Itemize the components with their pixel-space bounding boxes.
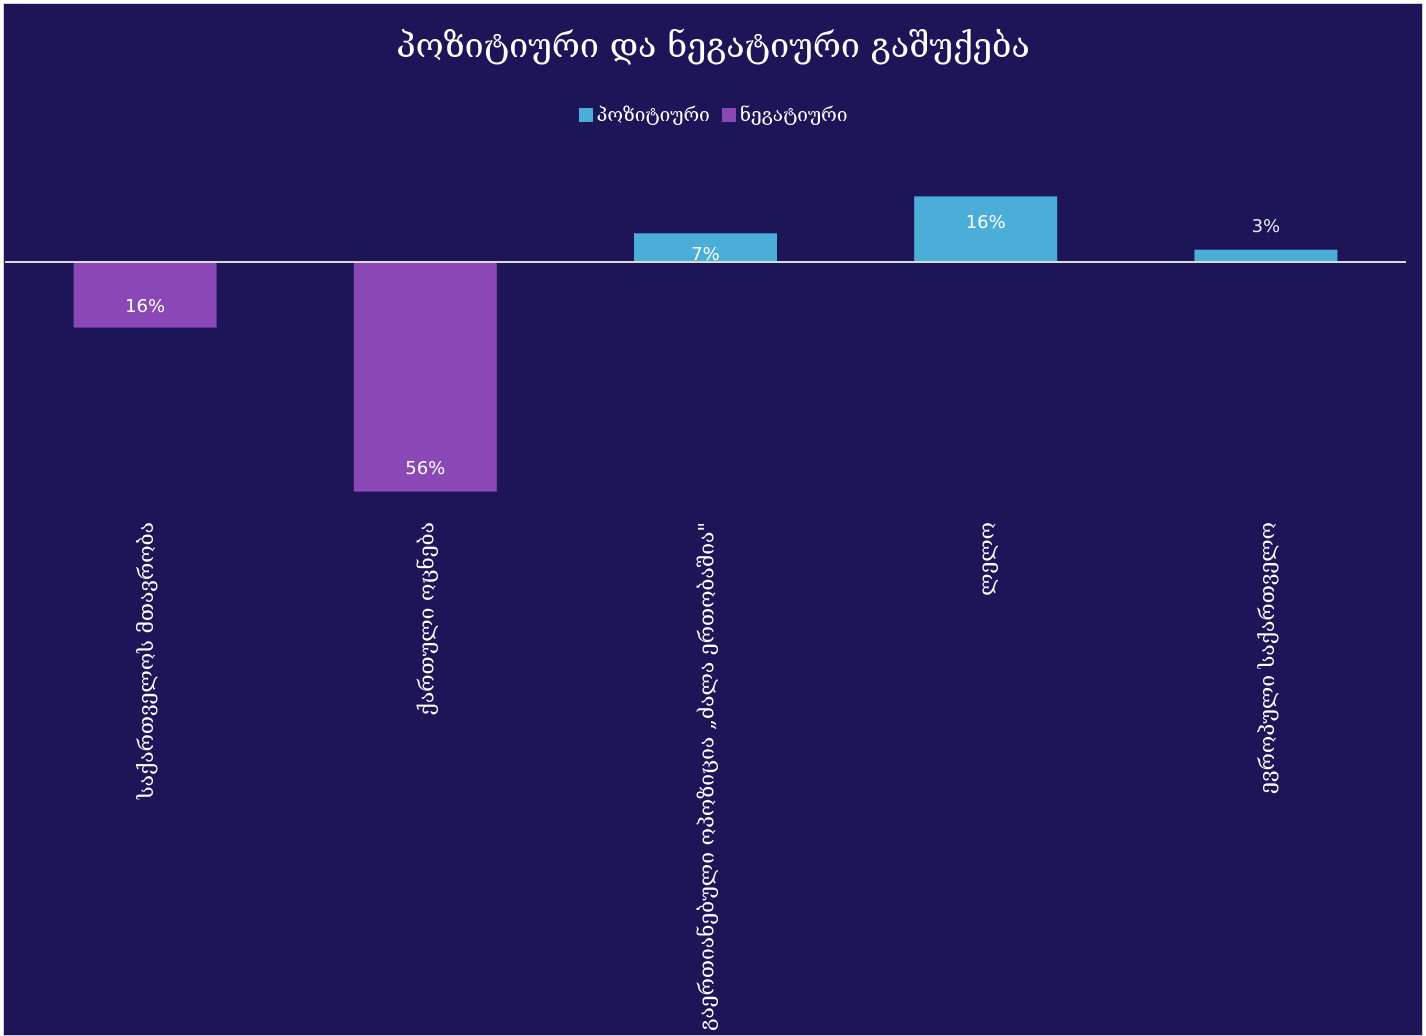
bar-positive-4 bbox=[1194, 249, 1338, 262]
legend: პოზიტიური ნეგატიური bbox=[0, 104, 1426, 126]
bar-negative-0 bbox=[73, 262, 217, 328]
chart-title: პოზიტიური და ნეგატიური გაშუქება bbox=[396, 26, 1030, 66]
legend-label-positive: პოზიტიური bbox=[596, 104, 710, 126]
data-label-2: 7% bbox=[691, 244, 720, 265]
bar-positive-3 bbox=[914, 196, 1058, 262]
legend-label-negative: ნეგატიური bbox=[739, 104, 848, 126]
bar-positive-2 bbox=[634, 233, 777, 262]
legend-swatch-positive bbox=[578, 108, 593, 122]
category-label-3: ლელო bbox=[975, 522, 999, 596]
legend-item-negative: ნეგატიური bbox=[721, 104, 848, 126]
category-label-0: საქართველოს მთავრობა bbox=[134, 522, 158, 800]
category-label-2: გაერთიანებული ოპოზიცია „ძალა ერთობაშია" bbox=[695, 522, 719, 1031]
category-label-1: ქართული ოცნება bbox=[414, 522, 438, 715]
legend-swatch-negative bbox=[721, 108, 736, 122]
chart-frame bbox=[3, 3, 1423, 1036]
data-label-4: 3% bbox=[1252, 216, 1281, 237]
legend-item-positive: პოზიტიური bbox=[578, 104, 710, 126]
bar-negative-1 bbox=[353, 262, 497, 492]
data-label-3: 16% bbox=[966, 212, 1006, 233]
data-label-1: 56% bbox=[405, 458, 445, 479]
data-label-0: 16% bbox=[125, 296, 165, 317]
category-label-4: ევროპული საქართველო bbox=[1255, 522, 1279, 794]
